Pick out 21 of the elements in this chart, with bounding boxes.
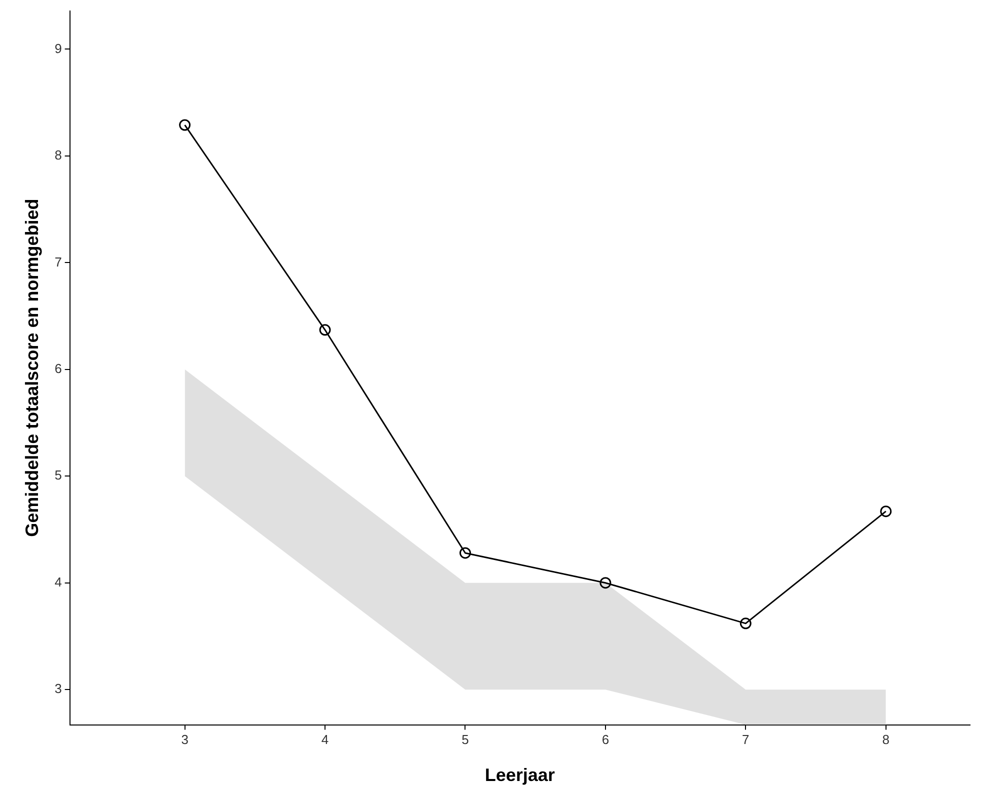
x-tick-label: 8 xyxy=(882,732,890,748)
point xyxy=(319,324,331,336)
x-tick-label: 7 xyxy=(742,732,750,748)
point xyxy=(600,577,612,589)
y-tick-label: 5 xyxy=(54,468,62,483)
x-tick-label: 3 xyxy=(181,732,188,748)
point xyxy=(740,618,752,630)
x-axis-title: Leerjaar xyxy=(484,765,555,786)
y-tick-label: 9 xyxy=(54,40,62,56)
y-tick-label: 4 xyxy=(54,574,62,590)
point xyxy=(459,547,471,559)
x-tick-label: 4 xyxy=(321,732,329,748)
y-tick-label: 8 xyxy=(54,148,62,163)
point xyxy=(880,506,892,518)
y-tick-label: 3 xyxy=(54,681,62,696)
point xyxy=(179,119,191,131)
x-tick-label: 6 xyxy=(602,732,610,748)
y-tick-label: 6 xyxy=(54,360,62,376)
y-axis-title: Gemiddelde totaalscore en normgebied xyxy=(22,198,42,537)
x-tick-label: 5 xyxy=(462,732,469,748)
y-tick-label: 7 xyxy=(54,254,62,270)
